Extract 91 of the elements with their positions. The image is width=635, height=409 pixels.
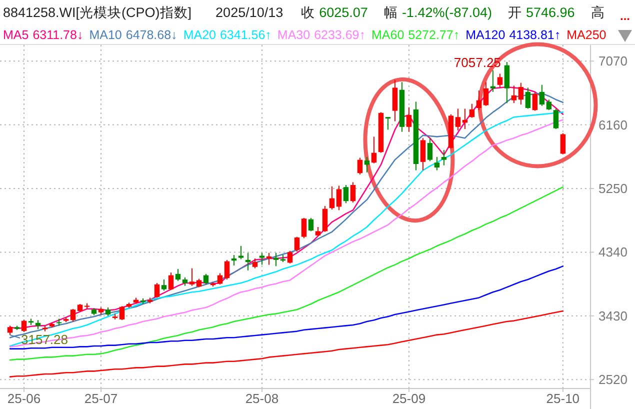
text: MA10 [89, 28, 122, 42]
chart-title: 8841258.WI[光模块(CPO)指数] [3, 5, 192, 20]
line-series [9, 186, 564, 361]
x-tick-label: 25-06 [7, 391, 41, 406]
candlestick [455, 108, 461, 131]
text: 2025/10/13 [216, 5, 284, 20]
candlestick [539, 84, 545, 106]
line-series [9, 310, 564, 378]
candlestick [518, 82, 524, 105]
candlestick [350, 182, 356, 203]
candlestick [532, 92, 538, 112]
candlestick [245, 252, 251, 271]
candlestick [434, 156, 440, 171]
candlestick [504, 61, 510, 104]
candlestick [294, 236, 300, 252]
candlestick [21, 319, 27, 332]
candlestick [385, 116, 391, 130]
candlestick [553, 108, 559, 130]
candlestick [371, 136, 377, 164]
candlestick [301, 217, 307, 239]
y-tick-label: 4340 [598, 244, 628, 260]
candlestick [420, 138, 426, 171]
text: MA30 [277, 28, 310, 42]
candlestick [490, 70, 496, 92]
text: MA60 [372, 28, 404, 42]
candlestick [560, 132, 566, 155]
text: MA20 [183, 28, 216, 42]
candlestick [189, 268, 195, 286]
text: 6025.07 [319, 5, 368, 20]
text: 收 [301, 5, 316, 20]
candlestick [161, 279, 167, 292]
text: 开 [508, 5, 522, 20]
x-tick-label: 25-08 [245, 391, 279, 406]
candlestick [231, 254, 237, 266]
text: 5746.96 [526, 5, 575, 20]
candlestick [119, 306, 125, 321]
candlestick [7, 325, 13, 336]
text: MA120 [466, 28, 506, 42]
text: 4138.81↑ [509, 28, 561, 42]
candlestick [154, 282, 160, 298]
candlestick [392, 80, 398, 122]
candlestick [406, 106, 412, 132]
candlestick [525, 87, 531, 110]
candlestick [273, 252, 279, 267]
y-tick-label: 2520 [598, 372, 628, 388]
candlestick [357, 157, 363, 175]
candlestick [308, 217, 314, 232]
candlestick [364, 156, 370, 173]
x-tick-label: 25-09 [392, 391, 426, 406]
text: 幅 [384, 5, 398, 20]
candlestick [546, 99, 552, 111]
text: MA250 [566, 28, 606, 42]
text: 6233.69↑ [314, 28, 366, 42]
y-tick-label: 7070 [598, 54, 628, 69]
y-tick-label: 6160 [598, 117, 628, 132]
x-tick-label: 25-10 [546, 391, 580, 406]
candlestick [217, 272, 223, 285]
candlestick [259, 252, 265, 266]
candlestick [287, 250, 293, 264]
candlestick [315, 226, 321, 237]
candlestick [511, 85, 517, 104]
candlestick [497, 73, 503, 88]
text: 5272.77↑ [408, 28, 460, 42]
candlestick [266, 252, 272, 266]
y-tick-label: 5250 [598, 181, 628, 196]
candlestick [168, 272, 174, 290]
candlestick [336, 185, 342, 211]
candlestick [441, 150, 447, 166]
text: 高 [590, 5, 605, 20]
text: MA5 [3, 28, 29, 42]
line-series [9, 266, 564, 350]
candlestick [476, 90, 482, 111]
candlestick [343, 184, 349, 204]
text: 6341.56↑ [220, 28, 272, 42]
x-tick-label: 25-07 [84, 391, 118, 406]
candlestick [322, 206, 328, 232]
text: 6478.68↓ [126, 28, 178, 42]
candlestick [70, 308, 76, 322]
candlestick [469, 103, 475, 118]
candlestick [427, 138, 433, 162]
candlestick [224, 259, 230, 280]
text: ... [620, 9, 630, 23]
candlestick [252, 258, 258, 269]
candlestick [483, 82, 489, 106]
candlestick [203, 273, 209, 285]
candlestick [329, 186, 335, 210]
candlestick [175, 268, 181, 282]
candlestick [238, 245, 244, 260]
y-tick-label: 3430 [598, 308, 628, 324]
text: 6311.78↓ [32, 28, 84, 42]
text: -1.42%(-87.04) [402, 5, 492, 20]
